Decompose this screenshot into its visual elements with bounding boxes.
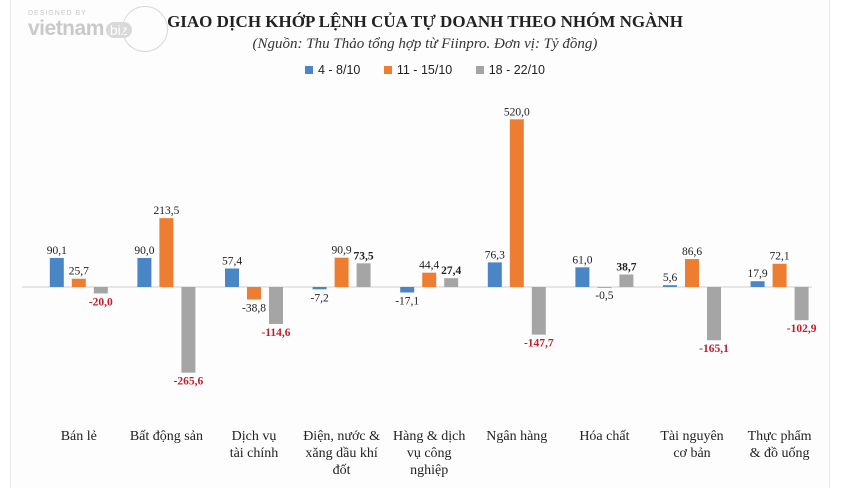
bar-s1-c1 [159, 218, 174, 287]
bar-s0-c2 [225, 268, 239, 287]
category-label-8-1: & đồ uống [750, 446, 810, 461]
data-label-s1-c4: 44,4 [419, 260, 439, 272]
data-label-s2-c8: -102,9 [787, 323, 817, 335]
bar-s1-c7 [685, 259, 699, 287]
category-label-4-2: nghiệp [410, 463, 448, 478]
category-label-6-0: Hóa chất [579, 429, 629, 444]
data-label-s0-c0: 90,1 [47, 245, 67, 257]
bar-s0-c1 [137, 257, 152, 287]
bar-s2-c8 [794, 287, 809, 321]
data-label-s1-c2: -38,8 [242, 303, 266, 315]
data-label-s1-c5: 520,0 [504, 106, 530, 118]
bar-s1-c0 [71, 278, 86, 287]
bar-s2-c0 [93, 287, 108, 294]
bar-s0-c7 [663, 285, 677, 287]
category-label-3-1: xăng dầu khí [305, 446, 377, 461]
data-label-s2-c7: -165,1 [699, 343, 729, 355]
data-label-s0-c8: 17,9 [748, 268, 768, 280]
legend-item-1: 11 - 15/10 [383, 63, 453, 77]
data-label-s1-c0: 25,7 [69, 266, 89, 278]
data-label-s0-c2: 57,4 [222, 255, 242, 267]
legend-swatch-0 [304, 66, 313, 74]
category-label-2-1: tài chính [230, 446, 279, 461]
bar-s0-c4 [400, 287, 415, 293]
bar-s1-c3 [334, 257, 349, 287]
category-label-2-0: Dịch vụ [232, 429, 277, 444]
chart-legend: 4 - 8/10 11 - 15/10 18 - 22/10 [0, 63, 850, 77]
data-label-s2-c2: -114,6 [261, 327, 290, 339]
data-label-s2-c1: -265,6 [174, 376, 204, 388]
bar-s1-c4 [422, 272, 437, 287]
bar-s2-c4 [444, 278, 459, 287]
watermark-logo: DESIGNED BY vietnam biz [28, 6, 168, 52]
bar-s1-c8 [772, 263, 787, 287]
data-label-s0-c1: 90,0 [134, 245, 154, 257]
data-label-s2-c4: 27,4 [441, 265, 461, 277]
data-label-s0-c7: 5,6 [663, 272, 678, 284]
bar-s2-c7 [707, 287, 721, 341]
data-label-s1-c7: 86,6 [682, 246, 702, 258]
chart-frame [10, 0, 830, 488]
category-label-8-0: Thực phẩm [748, 429, 812, 444]
data-label-s1-c8: 72,1 [770, 251, 790, 263]
bar-s2-c2 [269, 287, 283, 324]
category-label-3-0: Điện, nước & [303, 429, 380, 444]
data-label-s0-c6: 61,0 [572, 254, 592, 266]
bar-s2-c3 [356, 263, 371, 287]
chart-subtitle: (Nguồn: Thu Thảo tổng hợp từ Fiinpro. Đơ… [252, 36, 598, 52]
data-label-s2-c0: -20,0 [89, 296, 113, 308]
category-label-7-0: Tài nguyên [660, 429, 723, 444]
category-label-0-0: Bán lẻ [61, 429, 97, 444]
bar-s0-c6 [575, 267, 590, 287]
bar-s1-c2 [247, 287, 261, 300]
data-label-s0-c5: 76,3 [485, 249, 505, 261]
legend-label-1: 11 - 15/10 [396, 63, 453, 77]
category-label-4-0: Hàng & dịch [393, 429, 465, 444]
legend-swatch-1 [383, 66, 392, 74]
bar-s1-c6 [597, 287, 612, 288]
bar-s0-c3 [312, 287, 327, 290]
data-label-s2-c6: 38,7 [616, 262, 636, 274]
watermark-circle [122, 6, 168, 52]
data-label-s2-c5: -147,7 [524, 338, 554, 350]
legend-item-0: 4 - 8/10 [304, 63, 361, 77]
chart-title: GIAO DỊCH KHỚP LỆNH CỦA TỰ DOANH THEO NH… [167, 12, 683, 31]
watermark-brand: vietnam [28, 17, 104, 40]
bar-s0-c8 [750, 281, 765, 287]
legend-item-2: 18 - 22/10 [475, 63, 546, 77]
category-label-4-1: vụ công [407, 446, 452, 461]
bar-s1-c5 [509, 119, 524, 287]
category-label-1-0: Bất động sản [130, 429, 203, 444]
legend-label-2: 18 - 22/10 [488, 63, 546, 77]
data-label-s1-c6: -0,5 [595, 290, 613, 302]
watermark-top: DESIGNED BY [28, 10, 87, 17]
data-label-s1-c1: 213,5 [153, 205, 179, 217]
bar-s2-c1 [181, 287, 196, 373]
bar-s0-c5 [487, 262, 502, 287]
data-label-s0-c3: -7,2 [310, 292, 328, 304]
bar-s2-c6 [619, 274, 634, 287]
data-label-s2-c3: 73,5 [354, 250, 374, 262]
bar-s2-c5 [531, 287, 546, 335]
legend-label-0: 4 - 8/10 [317, 63, 361, 77]
category-label-3-2: đốt [333, 463, 351, 478]
data-label-s0-c4: -17,1 [395, 296, 419, 308]
data-label-s1-c3: 90,9 [332, 245, 352, 257]
category-label-7-1: cơ bản [673, 446, 710, 461]
bar-s0-c0 [49, 257, 64, 287]
category-label-5-0: Ngân hàng [486, 429, 547, 444]
legend-swatch-2 [475, 66, 484, 74]
